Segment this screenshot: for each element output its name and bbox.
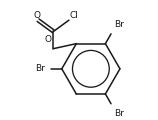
Text: O: O [45, 35, 52, 44]
Text: Br: Br [35, 64, 45, 73]
Text: Br: Br [115, 109, 124, 118]
Text: Br: Br [115, 20, 124, 29]
Text: O: O [34, 11, 41, 20]
Text: Cl: Cl [70, 11, 78, 20]
